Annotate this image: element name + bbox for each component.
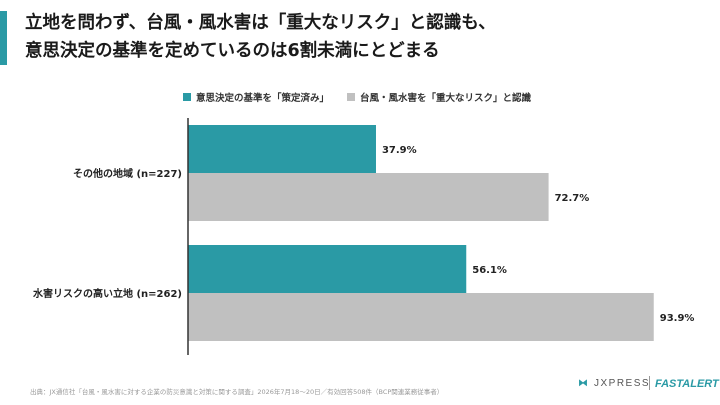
data-label-series-2-category-2: 93.9% bbox=[660, 313, 695, 324]
bar-series-1-category-2 bbox=[188, 245, 467, 293]
fastalert-logo: FASTALERT bbox=[655, 378, 719, 390]
jxpress-logo-text: JXPRESS bbox=[594, 378, 651, 389]
data-label-series-1-category-1: 37.9% bbox=[382, 145, 417, 156]
bar-series-2-category-2 bbox=[188, 293, 654, 341]
chart-legend: 意思決定の基準を「策定済み」 台風・風水害を「重大なリスク」と認識 bbox=[183, 90, 549, 104]
title-line-1: 立地を問わず、台風・風水害は「重大なリスク」と認識も、 bbox=[25, 13, 496, 33]
category-label-1: その他の地域 (n=227) bbox=[73, 167, 182, 180]
bar-series-2-category-1 bbox=[188, 173, 549, 221]
bar-series-1-category-1 bbox=[188, 125, 376, 173]
jxpress-logo: ⧓ JXPRESS bbox=[578, 378, 650, 389]
source-note: 出典：JX通信社「台風・風水害に対する企業の防災意識と対策に関する調査」2026… bbox=[30, 388, 444, 396]
title-accent-bar bbox=[0, 11, 7, 65]
page-title: 立地を問わず、台風・風水害は「重大なリスク」と認識も、 意思決定の基準を定めてい… bbox=[25, 9, 705, 65]
data-label-series-1-category-2: 56.1% bbox=[472, 265, 507, 276]
legend-item-series-1: 意思決定の基準を「策定済み」 bbox=[183, 90, 329, 104]
legend-swatch-series-1 bbox=[183, 93, 191, 101]
jxpress-mark-icon: ⧓ bbox=[578, 377, 590, 389]
category-label-2: 水害リスクの高い立地 (n=262) bbox=[32, 287, 182, 300]
title-line-2: 意思決定の基準を定めているのは6割未満にとどまる bbox=[25, 41, 440, 61]
data-label-series-2-category-1: 72.7% bbox=[555, 193, 590, 204]
logo-divider bbox=[649, 376, 650, 390]
legend-label-series-2: 台風・風水害を「重大なリスク」と認識 bbox=[360, 93, 532, 104]
legend-swatch-series-2 bbox=[347, 93, 356, 101]
legend-label-series-1: 意思決定の基準を「策定済み」 bbox=[196, 93, 330, 104]
legend-item-series-2: 台風・風水害を「重大なリスク」と認識 bbox=[347, 90, 531, 104]
